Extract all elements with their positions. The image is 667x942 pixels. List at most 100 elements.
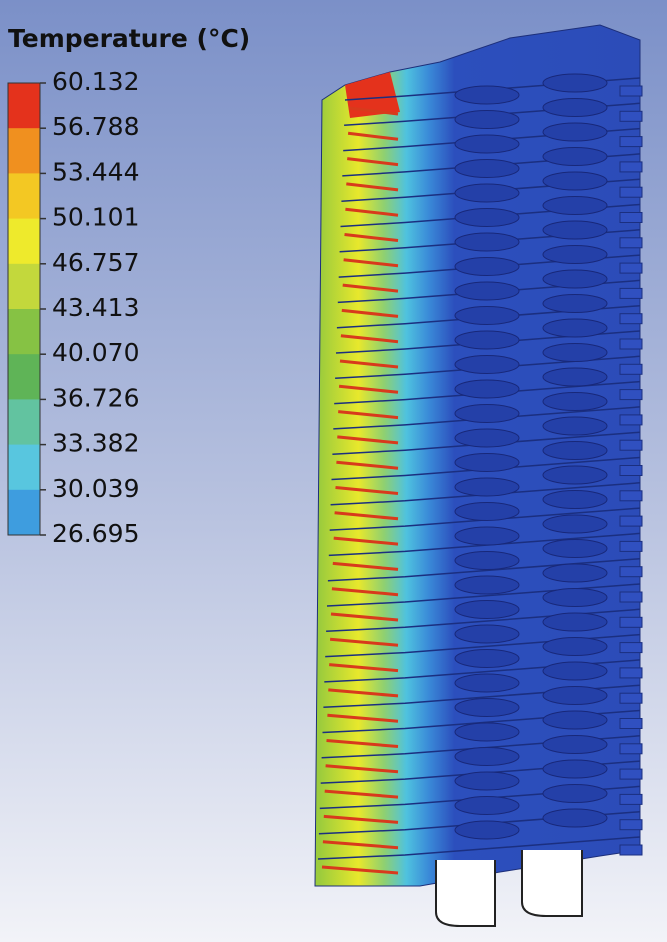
fin-tab — [619, 515, 643, 527]
tube-ring — [542, 416, 608, 436]
fin-hot-edge — [334, 511, 399, 521]
legend-label: 56.788 — [52, 112, 139, 141]
legend-band — [8, 83, 40, 129]
fin-hot-edge — [343, 258, 399, 268]
tube-ring — [542, 588, 608, 607]
fin-edge — [335, 330, 641, 354]
legend-band — [8, 263, 40, 310]
tube-ring — [542, 122, 608, 142]
fin-hot-edge — [340, 334, 399, 344]
fin-tab — [619, 110, 643, 122]
fin-hot-edge — [336, 460, 399, 470]
fin-tab — [619, 136, 643, 148]
fin-hot-edge — [329, 637, 399, 647]
fin-edge — [328, 532, 641, 557]
tube-end — [435, 860, 496, 927]
fin-edge — [334, 380, 641, 405]
fin-hot-edge — [331, 587, 399, 597]
tube-ring — [454, 330, 520, 350]
fin-tab — [619, 591, 643, 603]
fin-hot-edge — [330, 612, 399, 622]
tube-ring — [454, 85, 520, 105]
fin-tab — [619, 793, 643, 805]
fin-hot-edge — [335, 486, 399, 495]
fin-tab — [619, 540, 643, 552]
fin-hot-edge — [321, 865, 399, 875]
legend-band — [8, 354, 40, 400]
tube-ring — [454, 575, 520, 595]
tube-ring — [542, 245, 608, 264]
tube-ring — [454, 796, 520, 815]
tube-ring — [542, 808, 608, 828]
legend-label: 40.070 — [52, 338, 139, 367]
tube-ring — [454, 208, 520, 227]
fin-tab — [619, 313, 643, 325]
tube-ring — [454, 453, 520, 472]
fin-tab — [619, 212, 643, 223]
fin-tab — [619, 161, 643, 173]
fin-edge — [333, 406, 641, 430]
tube-ring — [454, 820, 520, 840]
tube-ring — [542, 294, 608, 313]
fin-edge — [330, 482, 641, 506]
legend-band — [8, 173, 40, 220]
fin-hot-edge — [338, 410, 399, 420]
fin-edge — [335, 355, 641, 380]
tube-ring — [454, 379, 520, 399]
tube-ring — [542, 563, 608, 583]
fin-hot-edge — [338, 384, 399, 394]
legend-band — [8, 309, 40, 355]
fin-hot-edge — [339, 359, 399, 369]
tube-ring — [454, 355, 520, 374]
fin-hot-edge — [326, 739, 399, 748]
fin-hot-edge — [323, 814, 399, 824]
legend: 60.132 56.788 53.444 50.101 46.757 43.413 40.0… — [7, 67, 139, 548]
tube-ring — [542, 171, 608, 191]
fin-hot-edge — [322, 840, 399, 850]
tube-ring — [542, 686, 608, 705]
legend-label: 26.695 — [52, 519, 139, 548]
tube-ring — [542, 220, 608, 240]
legend-band — [8, 128, 40, 174]
fin-edge — [329, 507, 641, 531]
fin-edge — [332, 431, 641, 455]
tube-ring — [542, 539, 608, 558]
tube-ring — [542, 514, 608, 534]
legend-label: 50.101 — [52, 203, 139, 232]
fin-hot-edge — [325, 764, 399, 774]
fin-hot-edge — [333, 536, 399, 546]
fin-tab — [619, 667, 643, 679]
fin-hot-edge — [327, 713, 399, 723]
tube-ring — [542, 269, 608, 289]
fin-tab — [619, 692, 643, 704]
tube-ring — [542, 196, 608, 215]
fin-hot-edge — [324, 789, 399, 799]
fin-tab — [619, 363, 643, 375]
fin-hot-edge — [347, 131, 399, 141]
fin-tab — [619, 743, 643, 755]
fin-edge — [331, 456, 641, 481]
fin-hot-edge — [329, 663, 399, 673]
fin-tab — [619, 237, 643, 249]
tube-ring — [542, 735, 608, 754]
fin-hot-edge — [347, 157, 399, 167]
fin-tab — [619, 465, 643, 476]
tube-ring — [454, 771, 520, 791]
legend-label: 30.039 — [52, 474, 139, 503]
legend-label: 33.382 — [52, 429, 139, 458]
tube-ring — [542, 759, 608, 779]
heat-sink-model — [314, 24, 643, 927]
tube-ring — [542, 465, 608, 485]
fin-tab — [619, 186, 643, 198]
tube-ring — [542, 98, 608, 117]
fin-tab — [619, 642, 643, 654]
tube-ring — [542, 318, 608, 338]
tube-ring — [454, 281, 520, 301]
tube-ring — [454, 698, 520, 717]
fin-tab — [619, 414, 643, 426]
tube-ring — [454, 134, 520, 154]
fin-tab — [619, 85, 643, 97]
tube-ring — [542, 710, 608, 730]
tube-ring — [454, 257, 520, 276]
fin-tab — [619, 616, 643, 628]
